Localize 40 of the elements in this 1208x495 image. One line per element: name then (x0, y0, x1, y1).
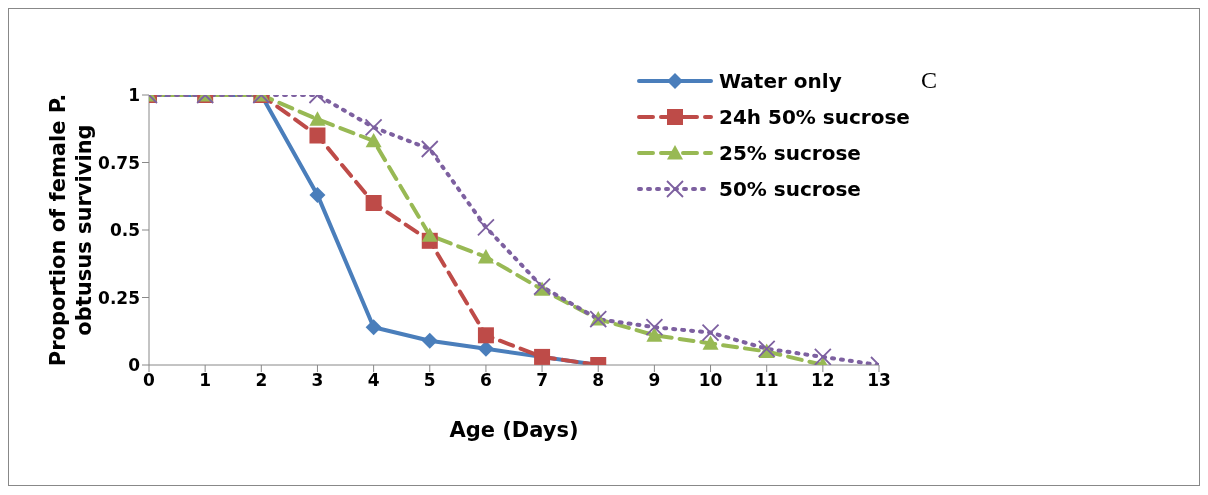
x-tick-label: 11 (754, 370, 779, 391)
legend-label: 24h 50% sucrose (719, 105, 910, 129)
point (645, 318, 664, 337)
point (477, 249, 494, 264)
y-tick-label: 0 (128, 355, 141, 376)
legend-label: 25% sucrose (719, 141, 861, 165)
point (701, 323, 720, 342)
point (365, 319, 382, 336)
x-axis-title: Age (Days) (449, 418, 579, 442)
y-tick-label: 0.25 (98, 287, 140, 308)
point (477, 218, 495, 237)
point (757, 339, 776, 358)
point (534, 348, 551, 365)
x-tick-label: 13 (867, 370, 891, 391)
y-tick-label: 1 (128, 85, 140, 106)
y-tick-label: 0.75 (98, 152, 140, 173)
point (533, 277, 551, 296)
point (646, 327, 663, 342)
x-tick-label: 6 (480, 370, 492, 391)
point (477, 327, 494, 344)
x-tick-label: 1 (199, 370, 212, 391)
x-tick-label: 8 (592, 370, 605, 391)
point (365, 195, 382, 211)
point (702, 335, 719, 350)
x-tick-label: 5 (423, 370, 436, 391)
point (813, 348, 832, 365)
x-tick-label: 7 (536, 370, 548, 391)
x-tick-label: 3 (311, 370, 324, 391)
x-tick-label: 9 (648, 370, 661, 391)
x-tick-label: 4 (367, 370, 380, 391)
x-tick-label: 10 (698, 370, 723, 391)
x-tick-label: 2 (255, 370, 268, 391)
x-tick-label: 0 (143, 370, 156, 391)
point (421, 332, 438, 349)
x-tick-label: 12 (811, 370, 835, 391)
legend-label: Water only (719, 69, 842, 93)
y-axis-title: Proportion of female P. obtusus surviving (46, 93, 96, 367)
legend-label: 50% sucrose (719, 177, 861, 201)
text: C (921, 67, 938, 94)
y-tick-label: 0.5 (109, 220, 140, 241)
